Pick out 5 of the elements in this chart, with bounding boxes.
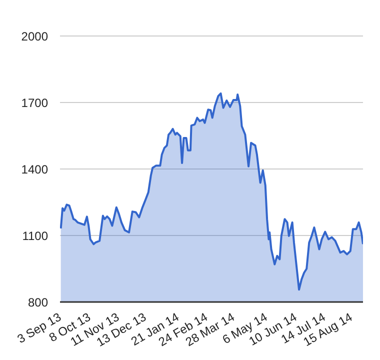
y-tick-label: 1400 (21, 162, 48, 176)
y-tick-label: 1700 (21, 96, 48, 110)
y-tick-label: 1100 (22, 228, 48, 243)
y-tick-label: 2000 (21, 29, 48, 44)
y-tick-label: 800 (28, 295, 48, 310)
